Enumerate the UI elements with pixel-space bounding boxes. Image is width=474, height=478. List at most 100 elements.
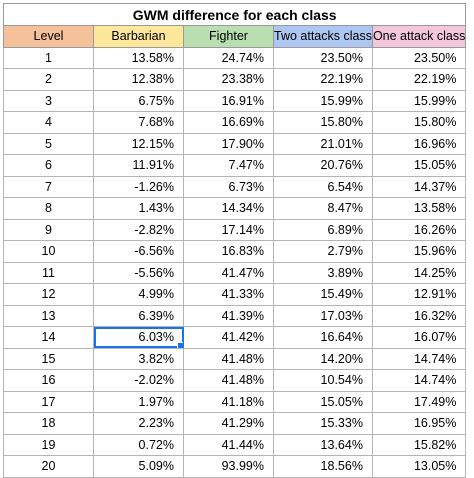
cell-two-attacks-class[interactable]: 6.89%	[273, 218, 373, 241]
cell-barbarian[interactable]: 3.82%	[93, 347, 184, 370]
cell-fighter[interactable]: 41.47%	[183, 261, 274, 284]
fill-handle[interactable]	[177, 341, 183, 348]
cell-level[interactable]: 6	[3, 154, 94, 177]
cell-level[interactable]: 12	[3, 283, 94, 306]
cell-level[interactable]: 1	[3, 46, 94, 69]
cell-one-attack-class[interactable]: 16.26%	[371, 218, 467, 241]
cell-level[interactable]: 11	[3, 261, 94, 284]
cell-two-attacks-class[interactable]: 21.01%	[273, 132, 373, 155]
cell-one-attack-class[interactable]: 16.96%	[371, 132, 467, 155]
cell-two-attacks-class[interactable]: 17.03%	[273, 304, 373, 327]
cell-two-attacks-class[interactable]: 13.64%	[273, 433, 373, 456]
cell-one-attack-class[interactable]: 15.05%	[371, 154, 467, 177]
cell-fighter[interactable]: 41.18%	[183, 390, 274, 413]
cell-barbarian[interactable]: 7.68%	[93, 111, 184, 134]
cell-barbarian[interactable]: 1.97%	[93, 390, 184, 413]
cell-one-attack-class[interactable]: 14.74%	[371, 369, 467, 392]
cell-one-attack-class[interactable]: 14.74%	[371, 347, 467, 370]
cell-two-attacks-class[interactable]: 15.99%	[273, 89, 373, 112]
cell-fighter[interactable]: 6.73%	[183, 175, 274, 198]
cell-fighter[interactable]: 41.29%	[183, 412, 274, 435]
cell-one-attack-class[interactable]: 15.99%	[371, 89, 467, 112]
cell-barbarian[interactable]: 2.23%	[93, 412, 184, 435]
cell-level[interactable]: 9	[3, 218, 94, 241]
header-barbarian[interactable]: Barbarian	[93, 25, 184, 48]
cell-barbarian[interactable]: 6.75%	[93, 89, 184, 112]
cell-one-attack-class[interactable]: 14.37%	[371, 175, 467, 198]
cell-fighter[interactable]: 16.69%	[183, 111, 274, 134]
cell-fighter[interactable]: 41.42%	[183, 326, 274, 349]
cell-fighter[interactable]: 41.44%	[183, 433, 274, 456]
cell-two-attacks-class[interactable]: 23.50%	[273, 46, 373, 69]
header-fighter[interactable]: Fighter	[183, 25, 274, 48]
cell-level[interactable]: 14	[3, 326, 94, 349]
header-level[interactable]: Level	[3, 25, 94, 48]
cell-barbarian[interactable]: -5.56%	[93, 261, 184, 284]
cell-one-attack-class[interactable]: 23.50%	[371, 46, 467, 69]
cell-one-attack-class[interactable]: 17.49%	[371, 390, 467, 413]
header-one-attack-class[interactable]: One attack class	[371, 25, 467, 48]
cell-barbarian[interactable]: 12.15%	[93, 132, 184, 155]
cell-level[interactable]: 3	[3, 89, 94, 112]
cell-two-attacks-class[interactable]: 22.19%	[273, 68, 373, 91]
cell-two-attacks-class[interactable]: 16.64%	[273, 326, 373, 349]
cell-fighter[interactable]: 16.83%	[183, 240, 274, 263]
cell-one-attack-class[interactable]: 14.25%	[371, 261, 467, 284]
header-two-attacks-class[interactable]: Two attacks class	[273, 25, 373, 48]
cell-fighter[interactable]: 7.47%	[183, 154, 274, 177]
cell-fighter[interactable]: 14.34%	[183, 197, 274, 220]
cell-one-attack-class[interactable]: 13.58%	[371, 197, 467, 220]
cell-two-attacks-class[interactable]: 15.33%	[273, 412, 373, 435]
cell-one-attack-class[interactable]: 16.95%	[371, 412, 467, 435]
cell-barbarian[interactable]: 12.38%	[93, 68, 184, 91]
cell-fighter[interactable]: 41.33%	[183, 283, 274, 306]
cell-barbarian[interactable]: -6.56%	[93, 240, 184, 263]
cell-level[interactable]: 7	[3, 175, 94, 198]
cell-fighter[interactable]: 24.74%	[183, 46, 274, 69]
cell-barbarian[interactable]: -2.02%	[93, 369, 184, 392]
cell-level[interactable]: 10	[3, 240, 94, 263]
cell-one-attack-class[interactable]: 13.05%	[371, 455, 467, 478]
cell-two-attacks-class[interactable]: 15.49%	[273, 283, 373, 306]
cell-fighter[interactable]: 17.14%	[183, 218, 274, 241]
cell-barbarian[interactable]: 1.43%	[93, 197, 184, 220]
cell-two-attacks-class[interactable]: 3.89%	[273, 261, 373, 284]
cell-barbarian[interactable]: 4.99%	[93, 283, 184, 306]
cell-fighter[interactable]: 23.38%	[183, 68, 274, 91]
cell-one-attack-class[interactable]: 15.96%	[371, 240, 467, 263]
cell-level[interactable]: 2	[3, 68, 94, 91]
cell-two-attacks-class[interactable]: 15.80%	[273, 111, 373, 134]
cell-barbarian[interactable]: 6.39%	[93, 304, 184, 327]
cell-two-attacks-class[interactable]: 2.79%	[273, 240, 373, 263]
cell-level[interactable]: 16	[3, 369, 94, 392]
cell-barbarian[interactable]: -2.82%	[93, 218, 184, 241]
table-title-cell[interactable]: GWM difference for each class	[2, 3, 467, 26]
cell-level[interactable]: 17	[3, 390, 94, 413]
cell-two-attacks-class[interactable]: 14.20%	[273, 347, 373, 370]
cell-barbarian[interactable]: -1.26%	[93, 175, 184, 198]
cell-one-attack-class[interactable]: 12.91%	[371, 283, 467, 306]
cell-one-attack-class[interactable]: 16.07%	[371, 326, 467, 349]
cell-barbarian[interactable]: 5.09%	[93, 455, 184, 478]
cell-two-attacks-class[interactable]: 6.54%	[273, 175, 373, 198]
cell-one-attack-class[interactable]: 16.32%	[371, 304, 467, 327]
cell-two-attacks-class[interactable]: 15.05%	[273, 390, 373, 413]
cell-fighter[interactable]: 41.48%	[183, 347, 274, 370]
cell-one-attack-class[interactable]: 15.82%	[371, 433, 467, 456]
cell-barbarian[interactable]: 11.91%	[93, 154, 184, 177]
cell-level[interactable]: 19	[3, 433, 94, 456]
cell-level[interactable]: 5	[3, 132, 94, 155]
cell-level[interactable]: 4	[3, 111, 94, 134]
cell-two-attacks-class[interactable]: 8.47%	[273, 197, 373, 220]
cell-one-attack-class[interactable]: 22.19%	[371, 68, 467, 91]
cell-level[interactable]: 18	[3, 412, 94, 435]
cell-two-attacks-class[interactable]: 18.56%	[273, 455, 373, 478]
cell-fighter[interactable]: 41.48%	[183, 369, 274, 392]
selected-cell[interactable]: 6.03%	[93, 326, 184, 349]
cell-level[interactable]: 15	[3, 347, 94, 370]
cell-fighter[interactable]: 93.99%	[183, 455, 274, 478]
cell-level[interactable]: 8	[3, 197, 94, 220]
cell-two-attacks-class[interactable]: 10.54%	[273, 369, 373, 392]
cell-fighter[interactable]: 17.90%	[183, 132, 274, 155]
cell-barbarian[interactable]: 0.72%	[93, 433, 184, 456]
